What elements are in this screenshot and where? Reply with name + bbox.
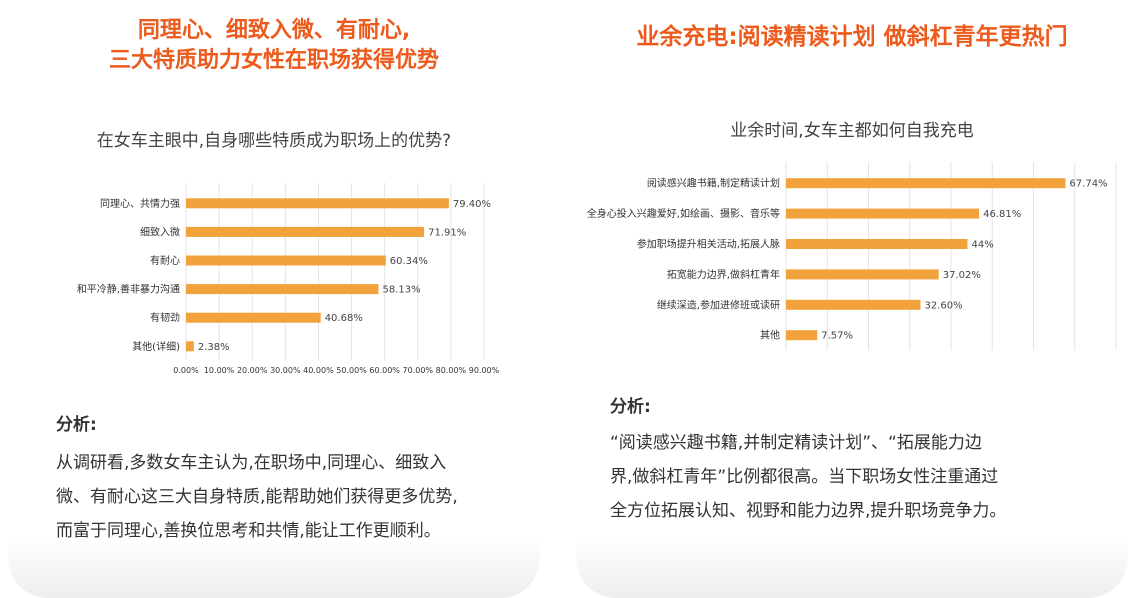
left-chart-tick-label: 90.00% — [469, 366, 500, 375]
right-chart: 阅读感兴趣书籍,制定精读计划 67.74% 全身心投入兴趣爱好,如绘画、摄影、音乐等… — [568, 162, 1136, 356]
right-chart-bar — [786, 269, 939, 280]
right-title: 业余充电:阅读精读计划 做斜杠青年更热门 — [636, 24, 1068, 50]
right-chart-category-label: 拓宽能力边界,做斜杠青年 — [667, 268, 780, 281]
left-chart-tick-label: 50.00% — [336, 366, 367, 375]
left-chart-category-label: 其他(详细) — [132, 340, 180, 353]
right-chart-value-label: 46.81% — [983, 209, 1021, 220]
left-chart-bar — [186, 255, 386, 266]
left-analysis-line: 微、有耐心这三大自身特质,能帮助她们获得更多优势, — [56, 487, 458, 507]
right-analysis-line: 界,做斜杠青年”比例都很高。当下职场女性注重通过 — [610, 467, 999, 487]
left-chart: 同理心、共情力强 79.40% 细致入微 71.91% 有耐心 60.34% 和平冷静,善非… — [0, 180, 548, 380]
left-panel-bottom-shadow — [8, 538, 540, 598]
right-chart-svg: 阅读感兴趣书籍,制定精读计划 67.74% 全身心投入兴趣爱好,如绘画、摄影、音乐等… — [587, 162, 1117, 351]
right-question: 业余时间,女车主都如何自我充电 — [730, 121, 974, 141]
left-chart-svg: 同理心、共情力强 79.40% 细致入微 71.91% 有耐心 60.34% 和平冷静,善非… — [77, 183, 500, 375]
right-chart-value-label: 44% — [972, 240, 994, 251]
right-chart-category-label: 全身心投入兴趣爱好,如绘画、摄影、音乐等 — [587, 207, 780, 220]
left-chart-tick-label: 60.00% — [369, 366, 400, 375]
left-title-line-2: 三大特质助力女性在职场获得优势 — [108, 48, 439, 73]
left-chart-bar — [186, 341, 194, 352]
left-chart-value-label: 79.40% — [453, 199, 491, 210]
left-chart-value-label: 40.68% — [325, 313, 363, 324]
right-panel-bottom-shadow — [576, 538, 1128, 598]
left-analysis-line: 从调研看,多数女车主认为,在职场中,同理心、细致入 — [56, 453, 447, 473]
left-analysis-heading: 分析: — [56, 415, 97, 435]
right-analysis-line: 全方位拓展认知、视野和能力边界,提升职场竞争力。 — [610, 501, 1007, 521]
left-chart-tick-label: 30.00% — [270, 366, 301, 375]
right-chart-category-label: 参加职场提升相关活动,拓展人脉 — [637, 238, 780, 251]
right-chart-value-label: 7.57% — [821, 331, 853, 342]
left-panel: 同理心、细致入微、有耐心, 三大特质助力女性在职场获得优势 在女车主眼中,自身哪… — [0, 0, 548, 598]
left-chart-tick-label: 80.00% — [436, 366, 467, 375]
left-chart-value-label: 2.38% — [198, 342, 230, 353]
left-chart-bar — [186, 284, 379, 295]
right-chart-bar — [786, 299, 921, 310]
left-chart-category-label: 同理心、共情力强 — [100, 197, 180, 210]
left-question: 在女车主眼中,自身哪些特质成为职场上的优势? — [96, 131, 452, 151]
left-chart-tick-label: 0.00% — [173, 366, 199, 375]
right-chart-bar — [786, 239, 968, 249]
right-chart-bar — [786, 178, 1066, 189]
right-chart-category-label: 其他 — [760, 329, 780, 342]
left-chart-bar — [186, 198, 449, 209]
left-chart-tick-label: 40.00% — [303, 366, 334, 375]
left-title-line-1: 同理心、细致入微、有耐心, — [137, 18, 411, 43]
right-chart-value-label: 67.74% — [1069, 179, 1107, 190]
left-chart-tick-label: 20.00% — [237, 366, 268, 375]
left-chart-category-label: 有耐心 — [150, 254, 180, 267]
left-chart-value-label: 58.13% — [382, 285, 420, 296]
right-panel: 业余充电:阅读精读计划 做斜杠青年更热门 业余时间,女车主都如何自我充电 阅读感… — [568, 0, 1136, 598]
left-chart-tick-label: 70.00% — [403, 366, 434, 375]
left-chart-category-label: 有韧劲 — [150, 311, 180, 324]
left-chart-tick-label: 10.00% — [204, 366, 235, 375]
right-chart-value-label: 32.60% — [924, 300, 962, 311]
right-chart-bar — [786, 208, 980, 219]
right-chart-category-label: 阅读感兴趣书籍,制定精读计划 — [647, 177, 780, 190]
right-analysis-text: “阅读感兴趣书籍,并制定精读计划”、“拓展能力边 界,做斜杠青年”比例都很高。当… — [610, 426, 1006, 528]
right-analysis-line: “阅读感兴趣书籍,并制定精读计划”、“拓展能力边 — [610, 433, 982, 453]
left-chart-bar — [186, 312, 321, 323]
right-chart-bar — [786, 330, 818, 341]
left-chart-category-label: 细致入微 — [140, 225, 180, 238]
right-chart-value-label: 37.02% — [943, 270, 981, 281]
left-analysis-line: 而富于同理心,善换位思考和共情,能让工作更顺利。 — [56, 521, 441, 541]
left-chart-value-label: 71.91% — [428, 227, 466, 238]
right-analysis-heading: 分析: — [610, 397, 651, 417]
left-title: 同理心、细致入微、有耐心, 三大特质助力女性在职场获得优势 — [0, 16, 548, 76]
right-chart-category-label: 继续深造,参加进修班或读研 — [657, 298, 780, 311]
left-chart-bar — [186, 226, 425, 237]
left-chart-value-label: 60.34% — [390, 256, 428, 267]
left-analysis-text: 从调研看,多数女车主认为,在职场中,同理心、细致入 微、有耐心这三大自身特质,能… — [56, 446, 458, 548]
left-chart-category-label: 和平冷静,善非暴力沟通 — [77, 283, 180, 296]
